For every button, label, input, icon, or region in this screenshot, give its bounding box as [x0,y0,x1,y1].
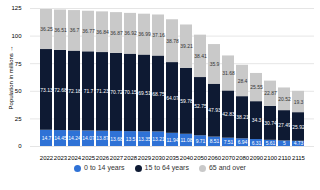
svg-text:2080: 2080 [236,155,250,161]
svg-text:2028: 2028 [124,155,138,161]
svg-text:73.13: 73.13 [40,87,53,93]
svg-text:2035: 2035 [166,155,180,161]
svg-text:8.51: 8.51 [210,138,220,144]
svg-text:38.41: 38.41 [194,53,207,59]
svg-text:125: 125 [11,5,22,11]
svg-text:2030: 2030 [152,155,166,161]
svg-text:34.3: 34.3 [252,117,262,123]
svg-text:68.75: 68.75 [152,91,165,97]
svg-text:2029: 2029 [138,155,152,161]
svg-text:2110: 2110 [278,155,292,161]
svg-text:72.68: 72.68 [54,87,67,93]
svg-text:11.94: 11.94 [166,137,178,143]
svg-text:13.87: 13.87 [96,135,109,141]
svg-text:14.45: 14.45 [54,135,67,141]
svg-text:36.87: 36.87 [110,30,123,36]
svg-text:19.3: 19.3 [294,99,304,105]
html-text:0 to 14 years: 0 to 14 years [84,164,125,171]
html-text:15 to 64 years: 15 to 64 years [144,164,189,171]
svg-text:25.55: 25.55 [250,84,263,90]
svg-text:2023: 2023 [54,155,68,161]
svg-text:2027: 2027 [110,155,124,161]
svg-text:2115: 2115 [292,155,306,161]
svg-text:30.74: 30.74 [264,120,277,126]
svg-text:36.84: 36.84 [96,29,109,35]
svg-text:36.77: 36.77 [82,28,95,34]
svg-text:2070: 2070 [222,155,236,161]
svg-text:2022: 2022 [40,155,54,161]
svg-text:36.99: 36.99 [138,31,151,37]
svg-text:35.9: 35.9 [210,61,220,67]
svg-text:2040: 2040 [180,155,194,161]
svg-text:42.83: 42.83 [222,111,235,117]
svg-text:14.07: 14.07 [82,135,95,141]
svg-text:2100: 2100 [264,155,278,161]
svg-text:6.31: 6.31 [252,140,262,146]
svg-text:0: 0 [18,143,22,149]
html-text:65 and over: 65 and over [208,164,246,171]
svg-text:36.92: 36.92 [124,30,137,36]
svg-text:14.7: 14.7 [42,135,52,141]
svg-text:59.78: 59.78 [180,98,193,104]
svg-text:4.73: 4.73 [294,140,304,146]
svg-text:Population in millions →: Population in millions → [8,45,14,109]
svg-text:11.08: 11.08 [180,137,192,143]
svg-text:70.72: 70.72 [110,89,123,95]
svg-text:9.71: 9.71 [196,138,206,144]
svg-text:38.21: 38.21 [236,114,249,120]
svg-text:71.7: 71.7 [84,88,94,94]
svg-text:70.15: 70.15 [124,89,137,95]
svg-text:25: 25 [15,116,22,122]
svg-text:50: 50 [15,88,22,94]
svg-text:38.78: 38.78 [166,38,179,44]
svg-text:47.93: 47.93 [208,107,221,113]
svg-text:2090: 2090 [250,155,264,161]
svg-text:28.4: 28.4 [238,78,248,84]
svg-text:37.16: 37.16 [152,32,165,38]
svg-text:13.5: 13.5 [126,136,136,142]
svg-text:75: 75 [15,61,22,67]
svg-text:36.25: 36.25 [40,26,53,32]
svg-text:25.92: 25.92 [292,124,305,130]
svg-text:2060: 2060 [208,155,222,161]
svg-text:52.75: 52.75 [194,103,207,109]
svg-text:100: 100 [11,33,22,39]
svg-text:36.51: 36.51 [54,27,67,33]
svg-text:36.7: 36.7 [70,27,80,33]
svg-text:71.23: 71.23 [96,88,109,94]
svg-text:2025: 2025 [82,155,96,161]
svg-text:27.49: 27.49 [278,122,291,128]
svg-text:2024: 2024 [68,155,82,161]
svg-text:64.07: 64.07 [166,95,179,101]
svg-text:13.68: 13.68 [110,136,123,142]
svg-text:22.87: 22.87 [264,90,277,96]
svg-text:13.21: 13.21 [152,136,165,142]
svg-text:2050: 2050 [194,155,208,161]
svg-text:7.51: 7.51 [224,139,234,145]
svg-text:31.68: 31.68 [222,70,235,76]
svg-text:2026: 2026 [96,155,110,161]
svg-text:69.51: 69.51 [138,90,151,96]
svg-text:5: 5 [283,140,286,146]
svg-text:20.52: 20.52 [278,96,291,102]
svg-text:72.18: 72.18 [68,88,81,94]
svg-text:5.61: 5.61 [266,140,276,146]
svg-text:39.21: 39.21 [180,43,193,49]
svg-text:14.24: 14.24 [68,135,81,141]
svg-text:13.35: 13.35 [138,136,151,142]
svg-text:6.94: 6.94 [238,139,248,145]
